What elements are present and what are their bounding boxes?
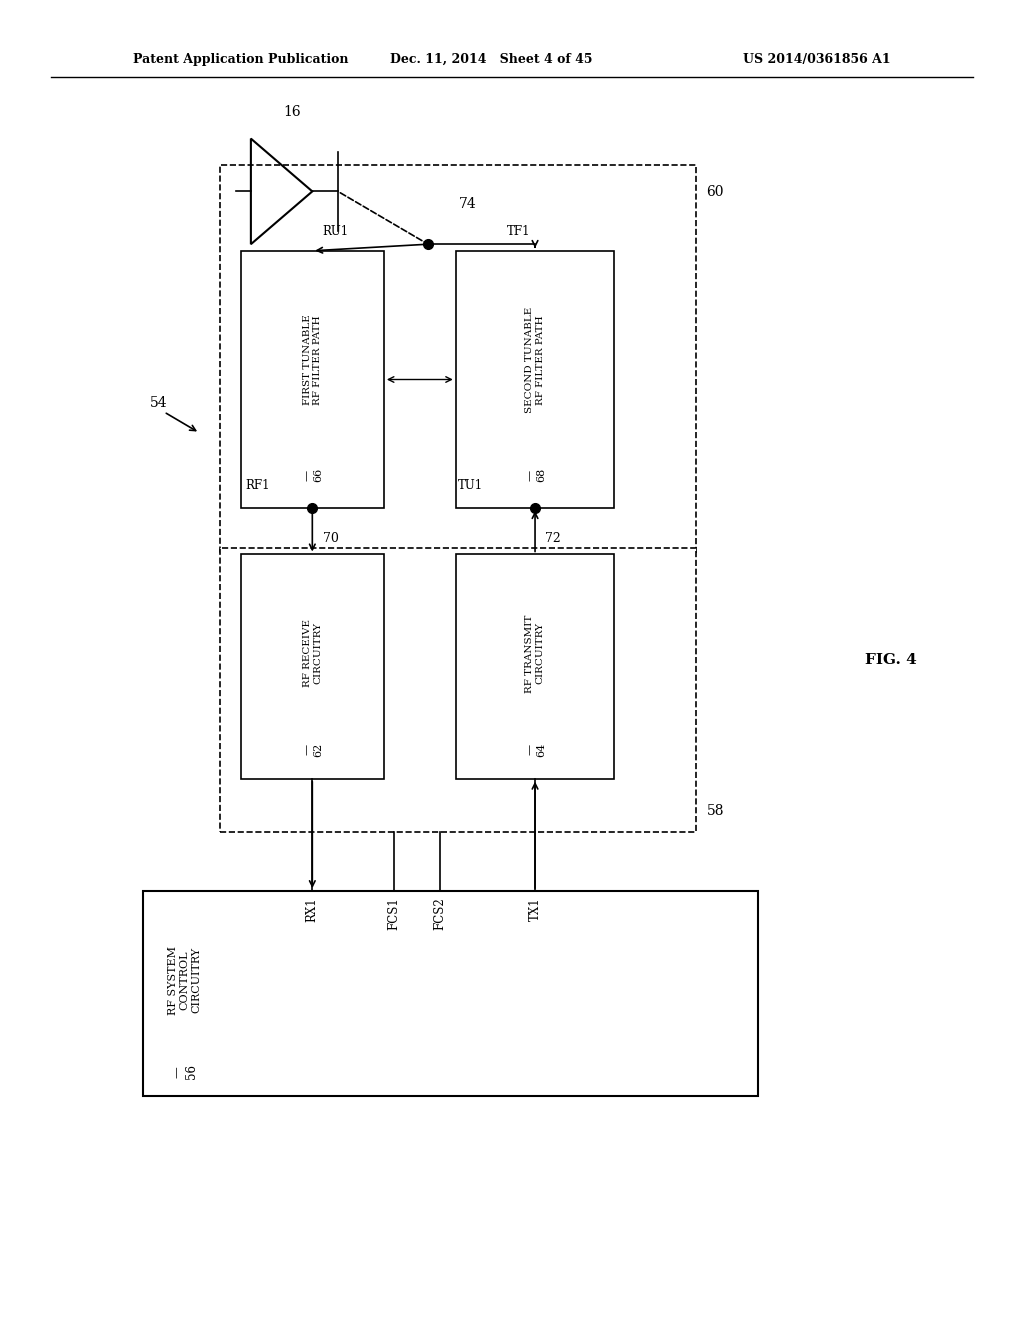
FancyBboxPatch shape	[220, 165, 696, 554]
Text: —
62: — 62	[301, 743, 324, 756]
Text: 16: 16	[283, 104, 301, 119]
Text: FCS1: FCS1	[388, 898, 400, 931]
Text: RF TRANSMIT
CIRCUITRY: RF TRANSMIT CIRCUITRY	[525, 614, 545, 693]
Text: —
56: — 56	[170, 1064, 199, 1080]
Text: TF1: TF1	[507, 224, 530, 238]
Text: 74: 74	[459, 197, 476, 211]
Text: 60: 60	[707, 185, 724, 199]
Text: RX1: RX1	[306, 898, 318, 923]
Text: TX1: TX1	[528, 898, 542, 921]
Text: 54: 54	[150, 396, 168, 409]
FancyBboxPatch shape	[241, 251, 384, 508]
Text: Dec. 11, 2014   Sheet 4 of 45: Dec. 11, 2014 Sheet 4 of 45	[390, 53, 593, 66]
Text: 58: 58	[707, 804, 724, 818]
Text: 70: 70	[323, 532, 339, 545]
FancyBboxPatch shape	[143, 891, 758, 1096]
Text: RF SYSTEM
CONTROL
CIRCUITRY: RF SYSTEM CONTROL CIRCUITRY	[168, 945, 201, 1015]
Text: SECOND TUNABLE
RF FILTER PATH: SECOND TUNABLE RF FILTER PATH	[525, 306, 545, 413]
Text: —
68: — 68	[524, 469, 546, 482]
Text: US 2014/0361856 A1: US 2014/0361856 A1	[743, 53, 891, 66]
FancyBboxPatch shape	[456, 554, 614, 779]
Text: Patent Application Publication: Patent Application Publication	[133, 53, 348, 66]
Text: FIG. 4: FIG. 4	[865, 653, 916, 667]
Text: 72: 72	[545, 532, 561, 545]
Text: FIRST TUNABLE
RF FILTER PATH: FIRST TUNABLE RF FILTER PATH	[303, 314, 322, 405]
Text: TU1: TU1	[458, 479, 483, 492]
Text: FCS2: FCS2	[434, 898, 446, 931]
Text: —
64: — 64	[524, 743, 546, 756]
FancyBboxPatch shape	[456, 251, 614, 508]
FancyBboxPatch shape	[220, 548, 696, 832]
Text: —
66: — 66	[301, 469, 324, 482]
Text: RU1: RU1	[323, 224, 349, 238]
Text: RF1: RF1	[246, 479, 270, 492]
Text: RF RECEIVE
CIRCUITRY: RF RECEIVE CIRCUITRY	[303, 619, 322, 688]
FancyBboxPatch shape	[241, 554, 384, 779]
